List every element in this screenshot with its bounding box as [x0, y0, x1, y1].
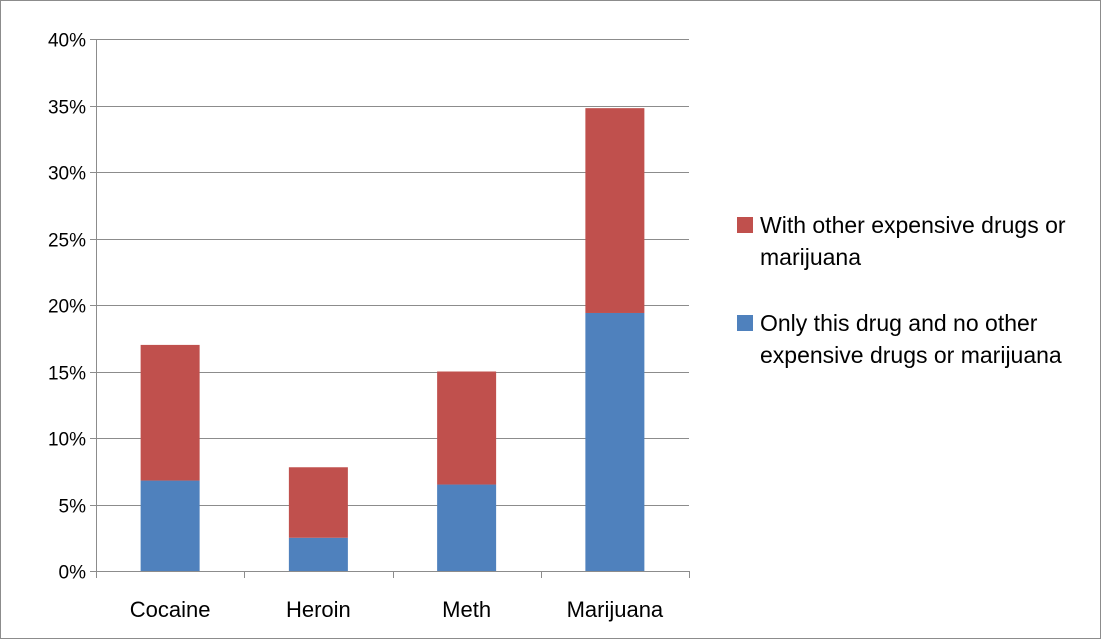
axis-labels: 0% 5% 10% 15% 20% 25% 30% 35% 40% Cocaine Heroin Me… [48, 31, 664, 623]
y-tick-label: 30% [48, 164, 86, 185]
bars [140, 108, 645, 571]
y-tick-label: 25% [48, 231, 86, 252]
bar-meth-series-1 [437, 371, 497, 485]
y-tick-label: 20% [48, 297, 86, 318]
x-category-label: Heroin [286, 597, 351, 622]
legend-item-only-this: Only this drug and no other expensive dr… [737, 307, 1092, 371]
y-tick-label: 5% [59, 497, 87, 518]
y-tick-label: 10% [48, 430, 86, 451]
x-category-label: Cocaine [130, 597, 211, 622]
x-category-label: Meth [442, 597, 491, 622]
legend-label-only-this: Only this drug and no other expensive dr… [760, 310, 1062, 368]
bar-heroin-series-1 [288, 467, 348, 538]
legend-swatch-with-other [737, 217, 753, 233]
y-tick-label: 40% [48, 31, 86, 52]
bar-heroin-series-0 [288, 537, 348, 571]
x-category-label: Marijuana [567, 597, 664, 622]
legend-swatch-only-this [737, 315, 753, 331]
legend-label-with-other: With other expensive drugs or marijuana [760, 212, 1066, 270]
axes [90, 39, 690, 578]
legend: With other expensive drugs or marijuana … [737, 209, 1092, 405]
y-tick-label: 15% [48, 364, 86, 385]
bar-marijuana-series-0 [585, 312, 645, 571]
y-tick-label: 0% [59, 563, 87, 584]
bar-marijuana-series-1 [585, 108, 645, 313]
legend-item-with-other: With other expensive drugs or marijuana [737, 209, 1092, 273]
bar-meth-series-0 [437, 484, 497, 571]
bar-cocaine-series-0 [140, 480, 200, 571]
bar-cocaine-series-1 [140, 344, 200, 481]
y-tick-label: 35% [48, 98, 86, 119]
